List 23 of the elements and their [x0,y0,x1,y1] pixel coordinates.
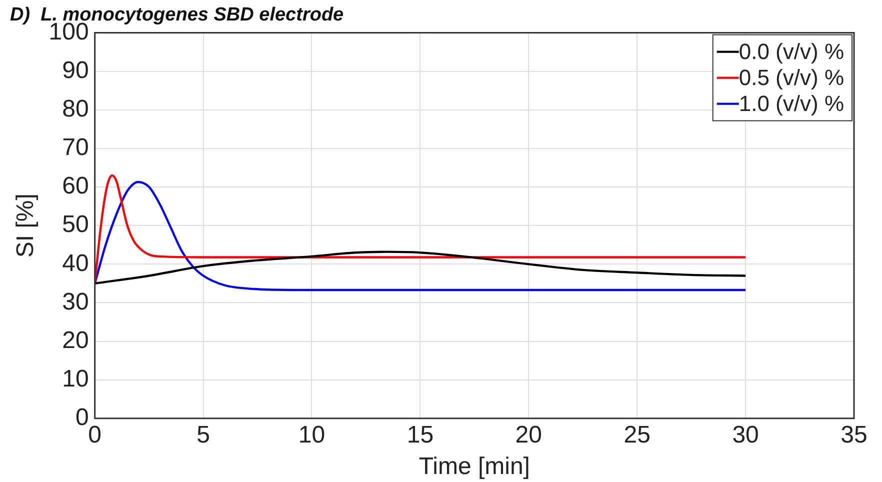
legend-label: 0.0 (v/v) % [738,38,844,64]
y-tick-label: 30 [62,288,89,316]
y-tick-label: 70 [62,134,89,162]
x-tick-label: 5 [196,421,210,448]
x-tick-label: 15 [406,421,434,448]
x-tick-label: 30 [732,421,759,448]
x-axis-title: Time [min] [418,453,530,480]
legend-label: 1.0 (v/v) % [738,90,844,116]
y-tick-label: 90 [62,56,89,84]
legend-label: 0.5 (v/v) % [738,64,844,90]
y-axis-title: SI [%] [12,194,40,258]
x-tick-label: 20 [515,421,542,448]
x-tick-label: 25 [624,421,650,448]
x-tick-label: 10 [298,421,326,448]
y-tick-label: 20 [62,326,89,354]
line-series [94,250,747,285]
x-tick-label: 35 [840,421,868,448]
y-tick-label: 50 [62,211,89,238]
y-tick-label: 80 [62,96,89,123]
y-tick-label: 60 [62,172,89,200]
y-tick-label: 0 [75,404,89,432]
y-tick-label: 40 [62,250,89,277]
y-tick-label: 10 [62,365,89,392]
